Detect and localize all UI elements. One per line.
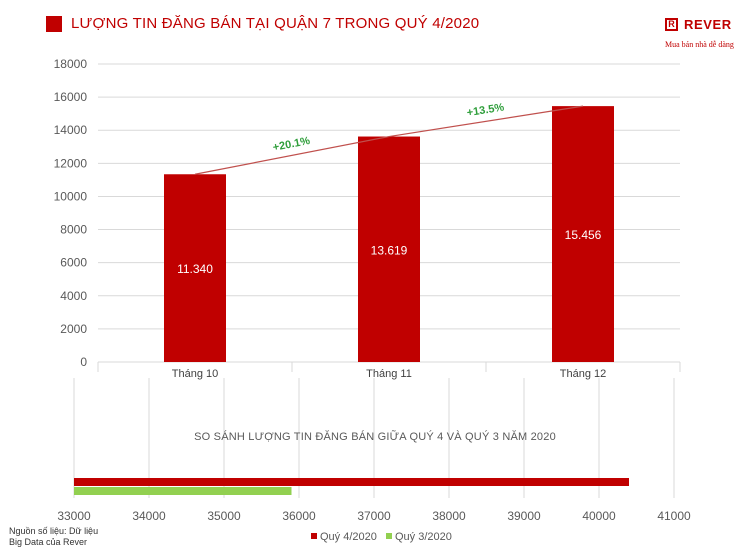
y-tick-label: 6000 [60,256,87,270]
quarter-bar-1 [74,478,629,486]
bar-value-label: 15.456 [565,228,602,242]
x-tick-label: 39000 [507,509,541,523]
x-category-label: Tháng 10 [172,368,218,380]
x-category-label: Tháng 11 [366,368,412,380]
x-tick-label: 40000 [582,509,616,523]
logo-mark: R [665,18,678,31]
trend-line [194,105,584,175]
quarter-bar-2 [74,487,292,495]
y-tick-label: 18000 [54,57,88,71]
legend-label: Quý 3/2020 [395,531,452,543]
x-tick-label: 38000 [432,509,466,523]
y-tick-label: 0 [80,355,87,369]
title-marker [46,16,62,32]
growth-annotation: +13.5% [466,101,505,119]
bar-1 [164,174,226,362]
bar-3 [552,106,614,362]
y-tick-label: 8000 [60,223,87,237]
x-tick-label: 35000 [207,509,241,523]
y-tick-label: 4000 [60,289,87,303]
x-tick-label: 34000 [132,509,166,523]
legend-swatch [386,533,392,539]
growth-annotation: +20.1% [272,135,311,154]
source-note: Nguồn số liệu: Dữ liệu Big Data của Reve… [9,526,98,548]
comparison-title: SO SÁNH LƯỢNG TIN ĐĂNG BÁN GIỮA QUÝ 4 VÀ… [194,430,556,443]
legend-swatch [311,533,317,539]
legend-label: Quý 4/2020 [320,531,377,543]
bar-value-label: 13.619 [371,243,408,257]
y-tick-label: 16000 [54,90,88,104]
logo-slogan: Mua bán nhà dễ dàng [665,40,734,49]
y-tick-label: 12000 [54,156,88,170]
x-tick-label: 33000 [57,509,91,523]
page-title: LƯỢNG TIN ĐĂNG BÁN TẠI QUẬN 7 TRONG QUÝ … [71,15,480,32]
monthly-bar-chart: 0 2000 4000 6000 8000 10000 12000 14000 16000 180… [54,57,681,380]
x-tick-label: 36000 [282,509,316,523]
x-tick-label: 37000 [357,509,391,523]
bar-2 [358,136,420,362]
source-line-1: Nguồn số liệu: Dữ liệu [9,526,99,536]
x-category-label: Tháng 12 [560,368,606,380]
source-line-2: Big Data của Rever [9,537,88,547]
y-tick-label: 10000 [54,189,88,203]
bar-value-label: 11.340 [177,262,213,276]
logo-word: REVER [684,17,732,32]
x-tick-label: 41000 [657,509,691,523]
quarter-comparison-chart: 33000 34000 35000 36000 37000 38000 39000 40000… [57,378,691,543]
y-tick-label: 14000 [54,123,88,137]
y-tick-label: 2000 [60,322,87,336]
